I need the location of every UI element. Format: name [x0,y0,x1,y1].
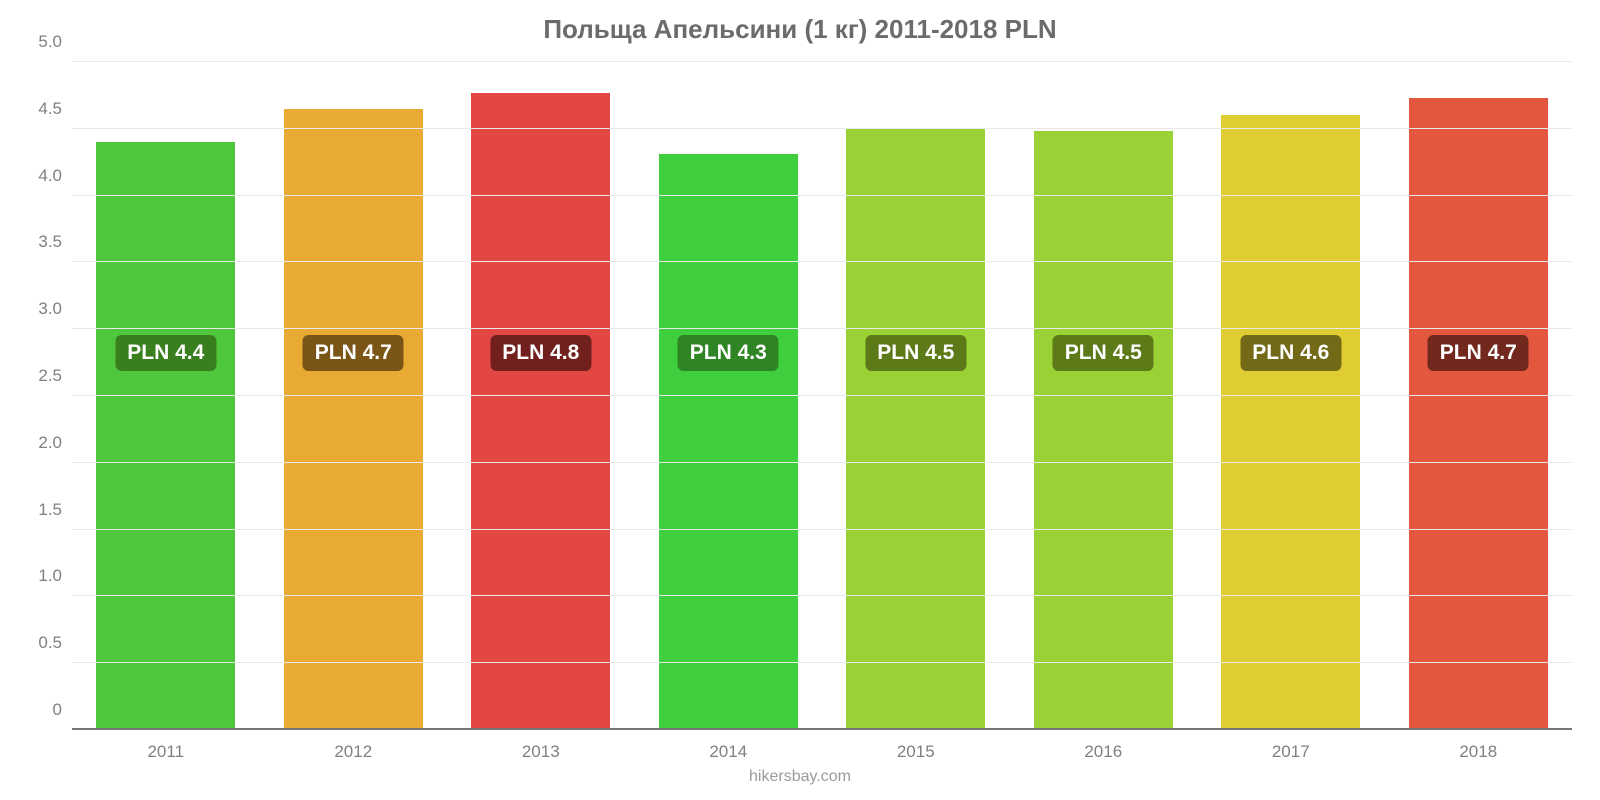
x-tick-label: 2017 [1272,730,1310,762]
y-tick-label: 0 [53,700,72,720]
bar-value-label: PLN 4.3 [678,335,779,371]
bar-slot: PLN 4.72018 [1385,62,1573,730]
y-tick-label: 3.5 [38,232,72,252]
bar-value-label: PLN 4.6 [1240,335,1341,371]
y-tick-label: 4.0 [38,166,72,186]
x-tick-label: 2012 [334,730,372,762]
bar-slot: PLN 4.72012 [260,62,448,730]
grid-line [72,61,1572,62]
x-axis-line [72,728,1572,730]
bar-value-label: PLN 4.4 [115,335,216,371]
bar-value-label: PLN 4.5 [865,335,966,371]
bar [1221,115,1360,730]
bar-slot: PLN 4.32014 [635,62,823,730]
bar-slot: PLN 4.82013 [447,62,635,730]
y-tick-label: 1.5 [38,500,72,520]
x-tick-label: 2014 [709,730,747,762]
x-tick-label: 2011 [147,730,184,762]
x-tick-label: 2013 [522,730,560,762]
grid-line [72,595,1572,596]
y-tick-label: 1.0 [38,566,72,586]
y-tick-label: 3.0 [38,299,72,319]
bar-slot: PLN 4.42011 [72,62,260,730]
bar [1034,131,1173,730]
y-tick-label: 4.5 [38,99,72,119]
grid-line [72,462,1572,463]
chart-title: Польща Апельсини (1 кг) 2011-2018 PLN [0,0,1600,45]
grid-line [72,529,1572,530]
x-tick-label: 2016 [1084,730,1122,762]
bar [96,142,235,730]
grid-line [72,395,1572,396]
bar [659,154,798,730]
bar-slot: PLN 4.52015 [822,62,1010,730]
bars-container: PLN 4.42011PLN 4.72012PLN 4.82013PLN 4.3… [72,62,1572,730]
y-tick-label: 5.0 [38,32,72,52]
bar-slot: PLN 4.62017 [1197,62,1385,730]
bar [471,93,610,730]
bar [846,129,985,730]
grid-line [72,328,1572,329]
y-tick-label: 2.0 [38,433,72,453]
bar-value-label: PLN 4.8 [490,335,591,371]
attribution-text: hikersbay.com [0,768,1600,786]
grid-line [72,128,1572,129]
bar [284,109,423,730]
bar-chart: Польща Апельсини (1 кг) 2011-2018 PLN PL… [0,0,1600,800]
bar-slot: PLN 4.52016 [1010,62,1198,730]
bar-value-label: PLN 4.5 [1053,335,1154,371]
grid-line [72,662,1572,663]
bar-value-label: PLN 4.7 [303,335,404,371]
bar-value-label: PLN 4.7 [1428,335,1529,371]
x-tick-label: 2018 [1459,730,1497,762]
plot-area: PLN 4.42011PLN 4.72012PLN 4.82013PLN 4.3… [72,62,1572,730]
grid-line [72,261,1572,262]
bar [1409,98,1548,730]
y-tick-label: 2.5 [38,366,72,386]
grid-line [72,195,1572,196]
y-tick-label: 0.5 [38,633,72,653]
x-tick-label: 2015 [897,730,935,762]
